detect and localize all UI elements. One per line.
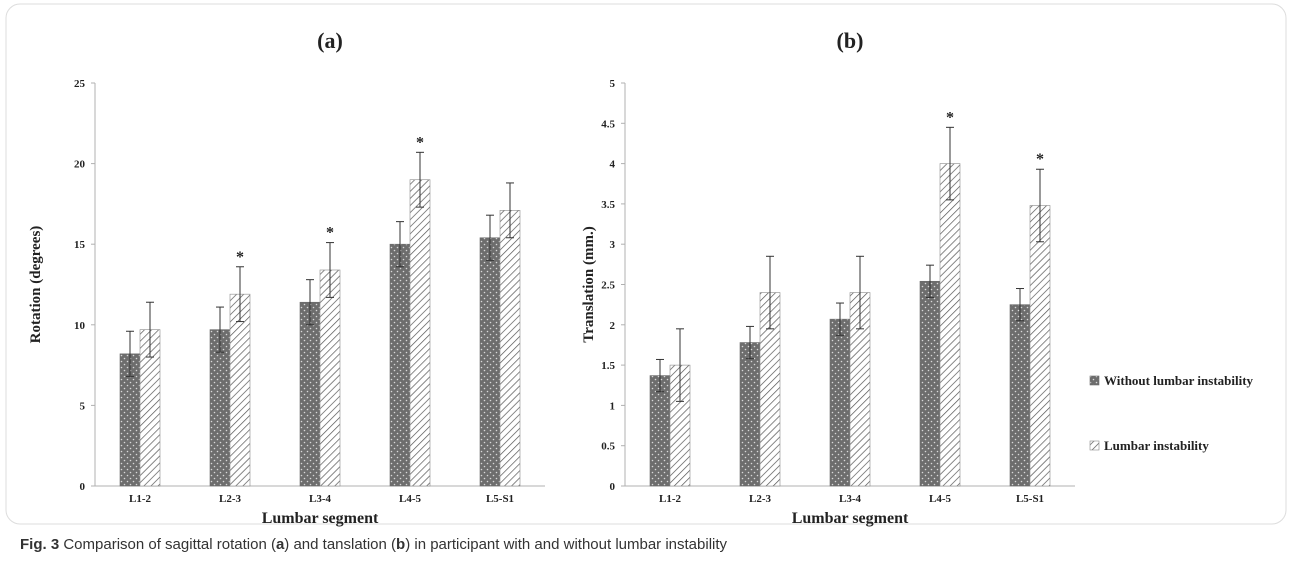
x-axis-label: Lumbar segment: [262, 510, 379, 527]
x-tick-label: L2-3: [749, 493, 772, 505]
bar: [1029, 205, 1051, 487]
significance-marker: *: [326, 225, 334, 242]
y-tick-label: 0: [610, 481, 616, 493]
bar: [319, 269, 341, 487]
chart-a: (a) 0 5 10 15 20 25 Rotation (degrees) Lumbar se…: [28, 28, 545, 527]
y-tick-label: 2.5: [601, 280, 615, 292]
figure-border: [5, 3, 1287, 525]
chart-title: (b): [837, 28, 864, 53]
y-tick-label: 2: [610, 320, 616, 332]
y-tick-label: 10: [74, 320, 86, 332]
bar: [479, 237, 501, 487]
legend: Without lumbar instability Lumbar instabi…: [1089, 373, 1254, 453]
legend-swatch: [1089, 375, 1100, 386]
y-tick-label: 3: [610, 239, 616, 251]
legend-swatch: [1089, 440, 1100, 451]
significance-marker: *: [946, 109, 954, 126]
chart-title: (a): [317, 28, 343, 53]
y-tick-label: 15: [74, 239, 86, 251]
y-tick-label: 1: [610, 400, 616, 412]
significance-marker: *: [1036, 151, 1044, 168]
legend-label: Without lumbar instability: [1104, 373, 1254, 388]
y-tick-label: 4: [610, 159, 616, 171]
bar: [739, 342, 761, 487]
x-tick-label: L4-5: [929, 493, 952, 505]
x-tick-label: L5-S1: [486, 493, 514, 505]
bar: [409, 179, 431, 487]
chart-b: (b) 0 0.5 1 1.5 2 2.5 3 3.5 4 4.5 5 Translation (mm.…: [581, 28, 1075, 527]
significance-marker: *: [236, 249, 244, 266]
figure-caption: Fig. 3 Comparison of sagittal rotation (…: [20, 536, 727, 553]
y-tick-label: 0: [80, 481, 86, 493]
bar: [299, 301, 321, 487]
y-axis-label: Translation (mm.): [581, 226, 597, 342]
bar: [389, 243, 411, 487]
caption-b: b: [396, 536, 406, 553]
caption-text-3: ) in participant with and without lumbar…: [405, 536, 728, 553]
y-tick-label: 3.5: [601, 199, 615, 211]
bar: [829, 318, 851, 487]
bar: [499, 210, 521, 487]
x-axis-label: Lumbar segment: [792, 510, 909, 527]
bar: [209, 329, 231, 487]
y-tick-label: 25: [74, 78, 86, 90]
bar: [919, 280, 941, 487]
bar: [1009, 304, 1031, 487]
x-tick-label: L3-4: [309, 493, 332, 505]
y-tick-label: 1.5: [601, 360, 615, 372]
y-tick-label: 0.5: [601, 441, 615, 453]
x-tick-label: L4-5: [399, 493, 422, 505]
x-tick-label: L5-S1: [1016, 493, 1044, 505]
caption-prefix: Fig. 3: [20, 536, 60, 553]
significance-marker: *: [416, 134, 424, 151]
x-tick-label: L1-2: [129, 493, 152, 505]
y-tick-label: 20: [74, 159, 86, 171]
y-axis-label: Rotation (degrees): [28, 226, 44, 344]
x-tick-label: L1-2: [659, 493, 682, 505]
y-tick-label: 5: [80, 400, 86, 412]
caption-text-2: ) and tanslation (: [284, 536, 397, 553]
x-tick-label: L3-4: [839, 493, 862, 505]
x-tick-label: L2-3: [219, 493, 242, 505]
bar: [229, 293, 251, 487]
y-tick-label: 5: [610, 78, 616, 90]
bar: [939, 163, 961, 487]
legend-label: Lumbar instability: [1104, 438, 1209, 453]
caption-a: a: [275, 536, 285, 553]
caption-text-1: Comparison of sagittal rotation (: [63, 536, 276, 553]
y-tick-label: 4.5: [601, 118, 615, 130]
